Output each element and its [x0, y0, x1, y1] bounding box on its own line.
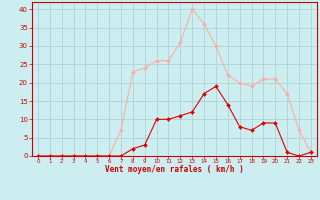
- X-axis label: Vent moyen/en rafales ( km/h ): Vent moyen/en rafales ( km/h ): [105, 165, 244, 174]
